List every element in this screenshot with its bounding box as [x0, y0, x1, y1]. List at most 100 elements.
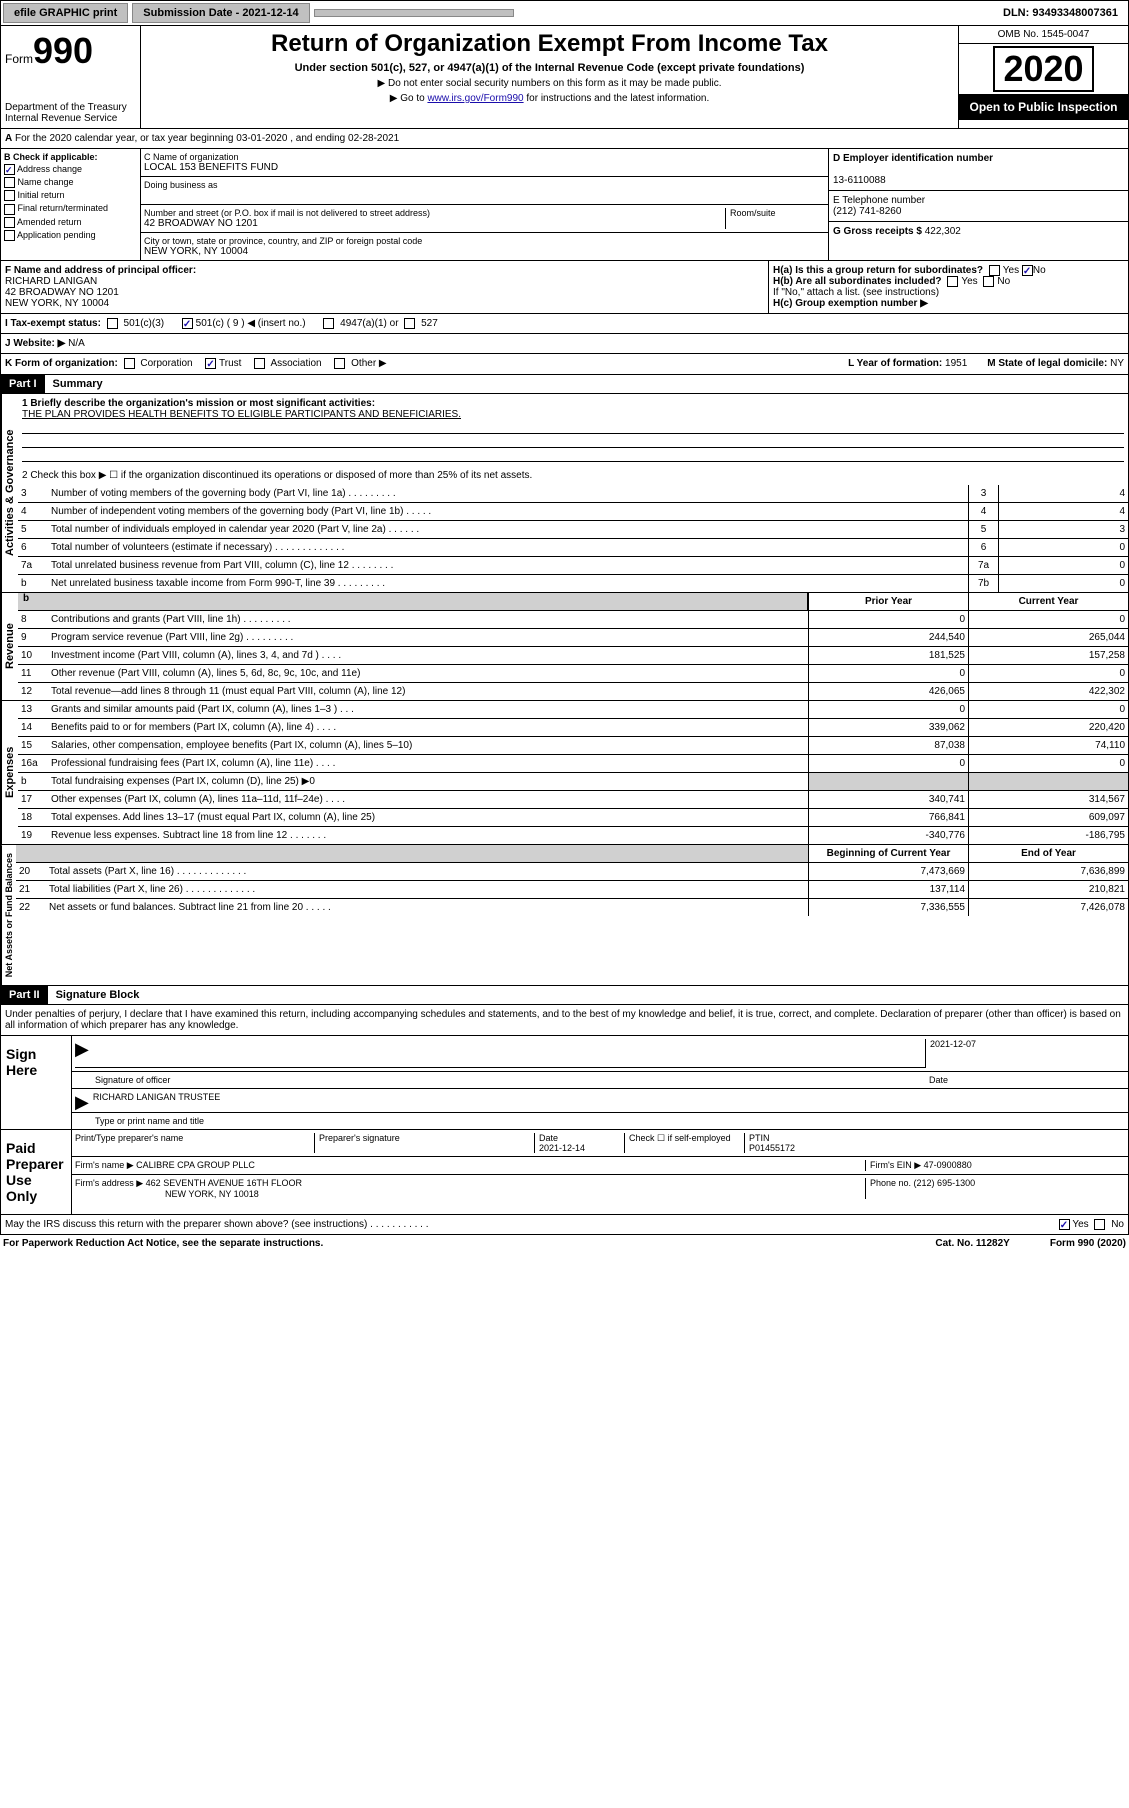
sign-date: 2021-12-07 — [930, 1039, 976, 1049]
irs-no[interactable]: No — [1111, 1219, 1124, 1230]
form-title: Return of Organization Exempt From Incom… — [145, 30, 954, 58]
rev-vert-label: Revenue — [1, 593, 18, 700]
submission-btn[interactable]: Submission Date - 2021-12-14 — [132, 3, 309, 23]
empty-btn[interactable] — [314, 9, 514, 17]
tax-exempt-label: I Tax-exempt status: — [5, 318, 101, 329]
section-b-label: B Check if applicable: — [4, 152, 98, 162]
section-c: C Name of organization LOCAL 153 BENEFIT… — [141, 149, 828, 260]
prep-date-label: Date — [539, 1133, 558, 1143]
data-line: 12Total revenue—add lines 8 through 11 (… — [18, 683, 1128, 700]
instr1: ▶ Do not enter social security numbers o… — [145, 78, 954, 89]
mission-text: THE PLAN PROVIDES HEALTH BENEFITS TO ELI… — [22, 409, 461, 420]
irs-discuss: May the IRS discuss this return with the… — [0, 1215, 1129, 1235]
year-formation-label: L Year of formation: — [848, 358, 945, 369]
ein-label: D Employer identification number — [833, 153, 993, 164]
form-number: 990 — [33, 30, 93, 71]
begin-year-header: Beginning of Current Year — [808, 845, 968, 862]
cb-527[interactable]: 527 — [421, 318, 438, 329]
cb-pending[interactable]: Application pending — [4, 230, 137, 241]
gov-line: 7aTotal unrelated business revenue from … — [18, 557, 1128, 575]
org-name-label: C Name of organization — [144, 152, 825, 162]
dba-label: Doing business as — [144, 180, 825, 190]
ptin-label: PTIN — [749, 1133, 770, 1143]
cb-501c3[interactable]: 501(c)(3) — [124, 318, 165, 329]
data-line: bTotal fundraising expenses (Part IX, co… — [18, 773, 1128, 791]
section-klm: K Form of organization: Corporation Trus… — [0, 354, 1129, 374]
footer-mid: Cat. No. 11282Y — [935, 1238, 1009, 1249]
cb-assoc[interactable]: Association — [270, 359, 321, 370]
dept-treasury: Department of the Treasury Internal Reve… — [5, 102, 136, 124]
form990-link[interactable]: www.irs.gov/Form990 — [427, 93, 523, 104]
gov-line: 3Number of voting members of the governi… — [18, 485, 1128, 503]
data-line: 13Grants and similar amounts paid (Part … — [18, 701, 1128, 719]
sign-name-label: Type or print name and title — [95, 1116, 204, 1126]
cb-addr-change[interactable]: Address change — [4, 164, 137, 175]
header-right: OMB No. 1545-0047 2020 Open to Public In… — [958, 26, 1128, 128]
firm-addr1: 462 SEVENTH AVENUE 16TH FLOOR — [146, 1178, 302, 1188]
prep-name-label: Print/Type preparer's name — [75, 1133, 183, 1143]
data-line: 22Net assets or fund balances. Subtract … — [16, 899, 1128, 916]
cb-final[interactable]: Final return/terminated — [4, 203, 137, 214]
firm-name-label: Firm's name ▶ — [75, 1160, 134, 1170]
part2-title: Signature Block — [48, 986, 148, 1004]
current-year-header: Current Year — [968, 593, 1128, 610]
period-text: For the 2020 calendar year, or tax year … — [15, 133, 399, 144]
prior-year-header: Prior Year — [808, 593, 968, 610]
part2: Part II Signature Block — [0, 986, 1129, 1005]
section-i: I Tax-exempt status: 501(c)(3) 501(c) ( … — [0, 314, 1129, 334]
data-line: 18Total expenses. Add lines 13–17 (must … — [18, 809, 1128, 827]
data-line: 17Other expenses (Part IX, column (A), l… — [18, 791, 1128, 809]
prep-phone: (212) 695-1300 — [914, 1178, 976, 1188]
cb-initial[interactable]: Initial return — [4, 190, 137, 201]
cb-name-change[interactable]: Name change — [4, 177, 137, 188]
domicile: NY — [1110, 358, 1124, 369]
officer-addr1: 42 BROADWAY NO 1201 — [5, 287, 119, 298]
sign-name: RICHARD LANIGAN TRUSTEE — [93, 1092, 220, 1102]
gov-line: bNet unrelated business taxable income f… — [18, 575, 1128, 592]
data-line: 20Total assets (Part X, line 16) . . . .… — [16, 863, 1128, 881]
open-public: Open to Public Inspection — [959, 94, 1128, 120]
room-label: Room/suite — [730, 208, 825, 218]
phone: (212) 741-8260 — [833, 206, 901, 217]
cb-corp[interactable]: Corporation — [140, 359, 192, 370]
section-b: B Check if applicable: Address change Na… — [1, 149, 141, 260]
efile-btn[interactable]: efile GRAPHIC print — [3, 3, 128, 23]
part1-label: Part I — [1, 375, 45, 393]
rev-section: Revenue b Prior Year Current Year 8Contr… — [0, 593, 1129, 701]
gov-line: 6Total number of volunteers (estimate if… — [18, 539, 1128, 557]
header-left: Form990 Department of the Treasury Inter… — [1, 26, 141, 128]
data-line: 14Benefits paid to or for members (Part … — [18, 719, 1128, 737]
cb-other[interactable]: Other ▶ — [351, 359, 386, 370]
irs-yes[interactable]: Yes — [1072, 1219, 1088, 1230]
prep-date: 2021-12-14 — [539, 1143, 585, 1153]
data-line: 16aProfessional fundraising fees (Part I… — [18, 755, 1128, 773]
omb-number: OMB No. 1545-0047 — [959, 26, 1128, 44]
cb-501c[interactable]: 501(c) ( 9 ) ◀ (insert no.) — [196, 318, 306, 329]
end-year-header: End of Year — [968, 845, 1128, 862]
gov-line: 5Total number of individuals employed in… — [18, 521, 1128, 539]
mission-label: 1 Briefly describe the organization's mi… — [22, 398, 375, 409]
line2: 2 Check this box ▶ ☐ if the organization… — [18, 466, 1128, 485]
irs-discuss-text: May the IRS discuss this return with the… — [5, 1219, 429, 1230]
firm-name: CALIBRE CPA GROUP PLLC — [136, 1160, 255, 1170]
cb-4947[interactable]: 4947(a)(1) or — [340, 318, 398, 329]
year-formation: 1951 — [945, 358, 967, 369]
tax-year: 2020 — [993, 46, 1093, 92]
header-mid: Return of Organization Exempt From Incom… — [141, 26, 958, 128]
city-label: City or town, state or province, country… — [144, 236, 825, 246]
cb-amended[interactable]: Amended return — [4, 217, 137, 228]
part1: Part I Summary — [0, 375, 1129, 394]
org-city: NEW YORK, NY 10004 — [144, 246, 825, 257]
firm-ein-label: Firm's EIN ▶ — [870, 1160, 921, 1170]
gov-vert-label: Activities & Governance — [1, 394, 18, 592]
sign-date-label: Date — [929, 1075, 948, 1085]
hc-label: H(c) Group exemption number ▶ — [773, 298, 928, 309]
top-bar: efile GRAPHIC print Submission Date - 20… — [0, 0, 1129, 26]
org-addr: 42 BROADWAY NO 1201 — [144, 218, 725, 229]
dln: DLN: 93493348007361 — [993, 4, 1128, 22]
footer-right: Form 990 (2020) — [1050, 1238, 1126, 1249]
cb-trust[interactable]: Trust — [219, 359, 241, 370]
part2-label: Part II — [1, 986, 48, 1004]
ein: 13-6110088 — [833, 175, 886, 186]
org-name: LOCAL 153 BENEFITS FUND — [144, 162, 825, 173]
